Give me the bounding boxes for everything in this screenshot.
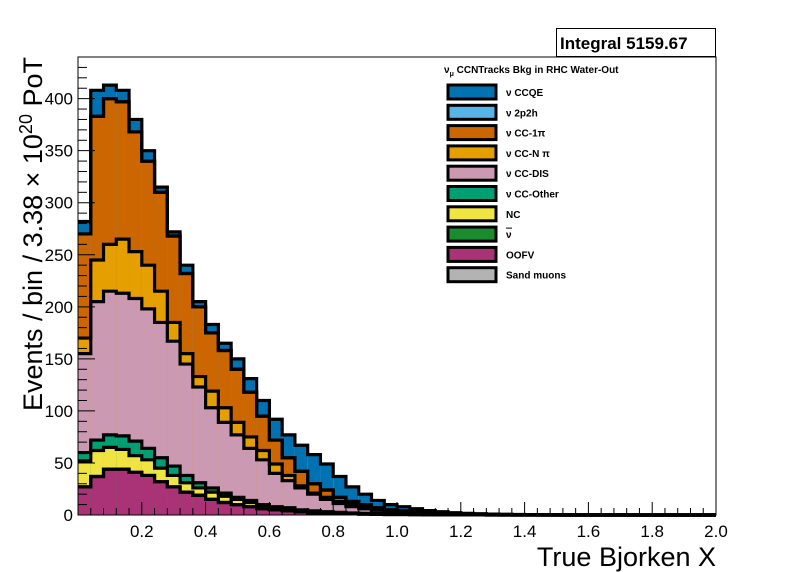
bar [103,469,117,515]
bar [243,506,257,515]
x-tick-label: 0.8 [321,522,345,541]
legend-swatch [446,245,498,263]
legend-label: ν CC-1π [506,129,546,140]
y-tick-label: 0 [64,506,73,525]
bar [205,499,219,515]
bar [90,476,104,515]
x-tick-label: 1.8 [640,522,664,541]
y-tick-label: 250 [45,246,73,265]
y-axis: 0 50 100 150 200 250 300 350 400 [45,56,95,525]
bar [256,508,270,515]
x-tick-label: 0.6 [258,522,282,541]
bar [243,448,257,515]
bar [129,472,142,515]
legend-swatch [446,83,498,101]
legend-label: ν 2p2h [506,108,538,119]
bar [192,495,206,515]
legend-swatch [446,225,498,243]
legend-label: ν CC-N π [506,149,550,160]
legend-label: ν CCQE [506,88,544,99]
x-tick-label: 1.0 [385,522,409,541]
y-tick-label: 100 [45,402,73,421]
bar [180,492,193,515]
x-axis: 0.2 0.4 0.6 0.8 1.0 1.2 1.4 1.6 1.8 2.0 [77,502,728,541]
bar [333,503,346,515]
bar [231,434,244,515]
bar [269,509,283,515]
stats-box: Integral 5159.67 [556,28,716,57]
y-tick-label: 150 [45,350,73,369]
legend-swatch [446,205,498,223]
x-tick-label: 0.2 [130,522,154,541]
legend-swatch [446,266,498,284]
legend-label: OOFV [506,250,535,261]
y-tick-label: 400 [45,90,73,109]
bar [345,506,359,515]
y-tick-label: 300 [45,194,73,213]
bar [78,486,91,515]
legend-label: ν [506,230,512,241]
bar [141,475,155,515]
legend-label: NC [506,210,520,221]
bar [154,481,168,515]
y-tick-label: 50 [54,454,73,473]
integral-text: Integral 5159.67 [560,34,688,53]
x-tick-label: 1.4 [513,522,537,541]
x-tick-label: 1.2 [449,522,473,541]
x-tick-label: 2.0 [704,522,728,541]
histogram-bars [78,83,716,517]
bar [167,486,181,515]
legend-swatch [446,164,498,182]
bar [282,510,295,515]
legend-label: Sand muons [506,271,566,282]
x-axis-title: True Bjorken X [537,542,716,572]
legend-swatch [446,144,498,162]
bar [116,469,130,515]
legend-label: ν CC-DIS [506,169,549,180]
y-tick-label: 350 [45,142,73,161]
bar [231,504,244,515]
y-axis-title: Events / bin / 3.38 × 1020 PoT [16,57,48,411]
bar [256,459,270,515]
legend-swatch [446,124,498,142]
y-tick-label: 200 [45,298,73,317]
bar [269,473,283,515]
legend: νμ CCNTracks Bkg in RHC Water-Out ν CCQE ν… [444,65,619,284]
x-tick-label: 1.6 [577,522,601,541]
x-tick-label: 0.4 [194,522,218,541]
legend-swatch [446,103,498,121]
bar [218,502,232,515]
legend-title: νμ CCNTracks Bkg in RHC Water-Out [444,65,619,78]
legend-swatch [446,185,498,202]
legend-label: ν CC-Other [506,190,559,201]
